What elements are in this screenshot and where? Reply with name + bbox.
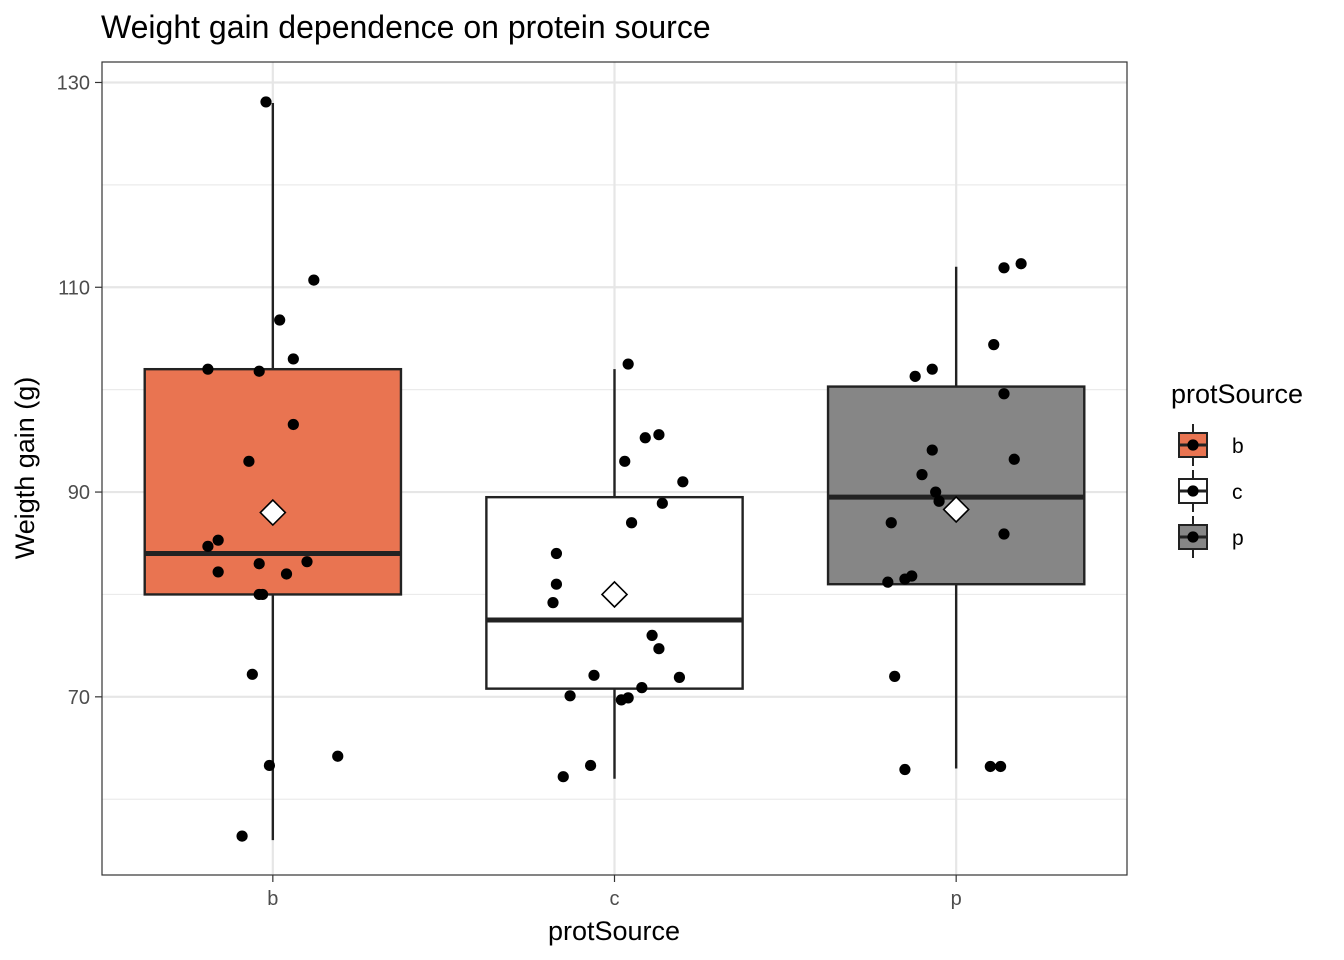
data-point (550, 547, 563, 560)
legend-title: protSource (1171, 379, 1303, 409)
data-point (550, 578, 563, 590)
data-point (246, 668, 258, 680)
points (202, 96, 1027, 842)
legend-item-c: c (1178, 470, 1243, 512)
box-p (826, 266, 1086, 769)
data-point (653, 429, 665, 441)
legend-item-b: b (1178, 424, 1244, 466)
data-point (656, 497, 668, 509)
mean-marker (259, 498, 287, 527)
box-b (143, 102, 403, 841)
legend-key-point (1187, 439, 1199, 451)
x-axis-title: protSource (548, 916, 680, 946)
chart-title: Weight gain dependence on protein source (101, 9, 711, 45)
data-point (930, 486, 942, 498)
data-point (926, 444, 938, 456)
box-body (143, 367, 403, 596)
data-point (287, 418, 299, 431)
legend-item-p: p (1178, 516, 1244, 558)
data-point (1008, 453, 1020, 465)
legend-label: c (1232, 481, 1243, 504)
data-point (236, 830, 248, 842)
data-point (588, 669, 600, 681)
data-point (646, 629, 658, 642)
data-point (622, 358, 634, 370)
data-point (926, 363, 938, 375)
data-point (933, 495, 945, 507)
legend-label: p (1232, 527, 1244, 550)
data-point (584, 759, 597, 772)
data-point (615, 694, 627, 706)
data-point (639, 432, 651, 444)
y-tick-label: 90 (68, 482, 90, 504)
legend: protSource bcp (1171, 379, 1303, 558)
legend-key-point (1187, 531, 1199, 543)
mean-marker (600, 580, 629, 609)
x-tick-label: c (610, 888, 620, 910)
data-point (557, 771, 569, 783)
data-point (212, 534, 224, 546)
mean-marker (942, 495, 970, 524)
y-axis: 70 90 110 130 (57, 72, 102, 709)
data-point (916, 469, 928, 481)
y-tick-label: 110 (58, 277, 90, 299)
data-point (301, 556, 313, 568)
data-point (308, 274, 320, 286)
data-point (202, 540, 214, 552)
box-body (826, 385, 1086, 586)
data-point (998, 388, 1010, 400)
data-point (202, 363, 214, 375)
data-point (1015, 258, 1027, 270)
data-point (243, 455, 255, 467)
data-point (998, 528, 1010, 540)
data-point (256, 588, 269, 601)
data-point (994, 760, 1007, 773)
means (259, 495, 970, 609)
data-point (677, 476, 689, 488)
data-point (619, 455, 631, 467)
data-point (636, 682, 648, 694)
data-point (287, 353, 299, 365)
data-point (984, 760, 996, 773)
legend-key-point (1187, 485, 1199, 497)
data-point (998, 262, 1010, 274)
legend-label: b (1232, 435, 1244, 458)
data-point (260, 96, 272, 108)
data-point (332, 750, 344, 762)
data-point (253, 558, 265, 570)
data-point (274, 314, 286, 326)
data-point (673, 671, 686, 683)
data-point (280, 568, 293, 580)
x-tick-label: b (267, 888, 278, 910)
data-point (882, 576, 894, 588)
y-tick-label: 130 (57, 72, 90, 94)
data-point (253, 365, 265, 377)
data-point (889, 670, 901, 682)
data-point (263, 759, 276, 772)
y-axis-title: Weigth gain (g) (10, 377, 40, 560)
data-point (899, 573, 911, 585)
data-point (564, 690, 576, 702)
data-point (909, 370, 921, 382)
data-point (212, 566, 224, 578)
data-point (899, 763, 911, 776)
data-point (885, 517, 897, 529)
x-tick-label: p (951, 888, 962, 910)
y-tick-label: 70 (68, 687, 90, 709)
data-point (988, 339, 1000, 351)
data-point (653, 643, 665, 655)
data-point (547, 597, 559, 609)
data-point (625, 517, 638, 529)
